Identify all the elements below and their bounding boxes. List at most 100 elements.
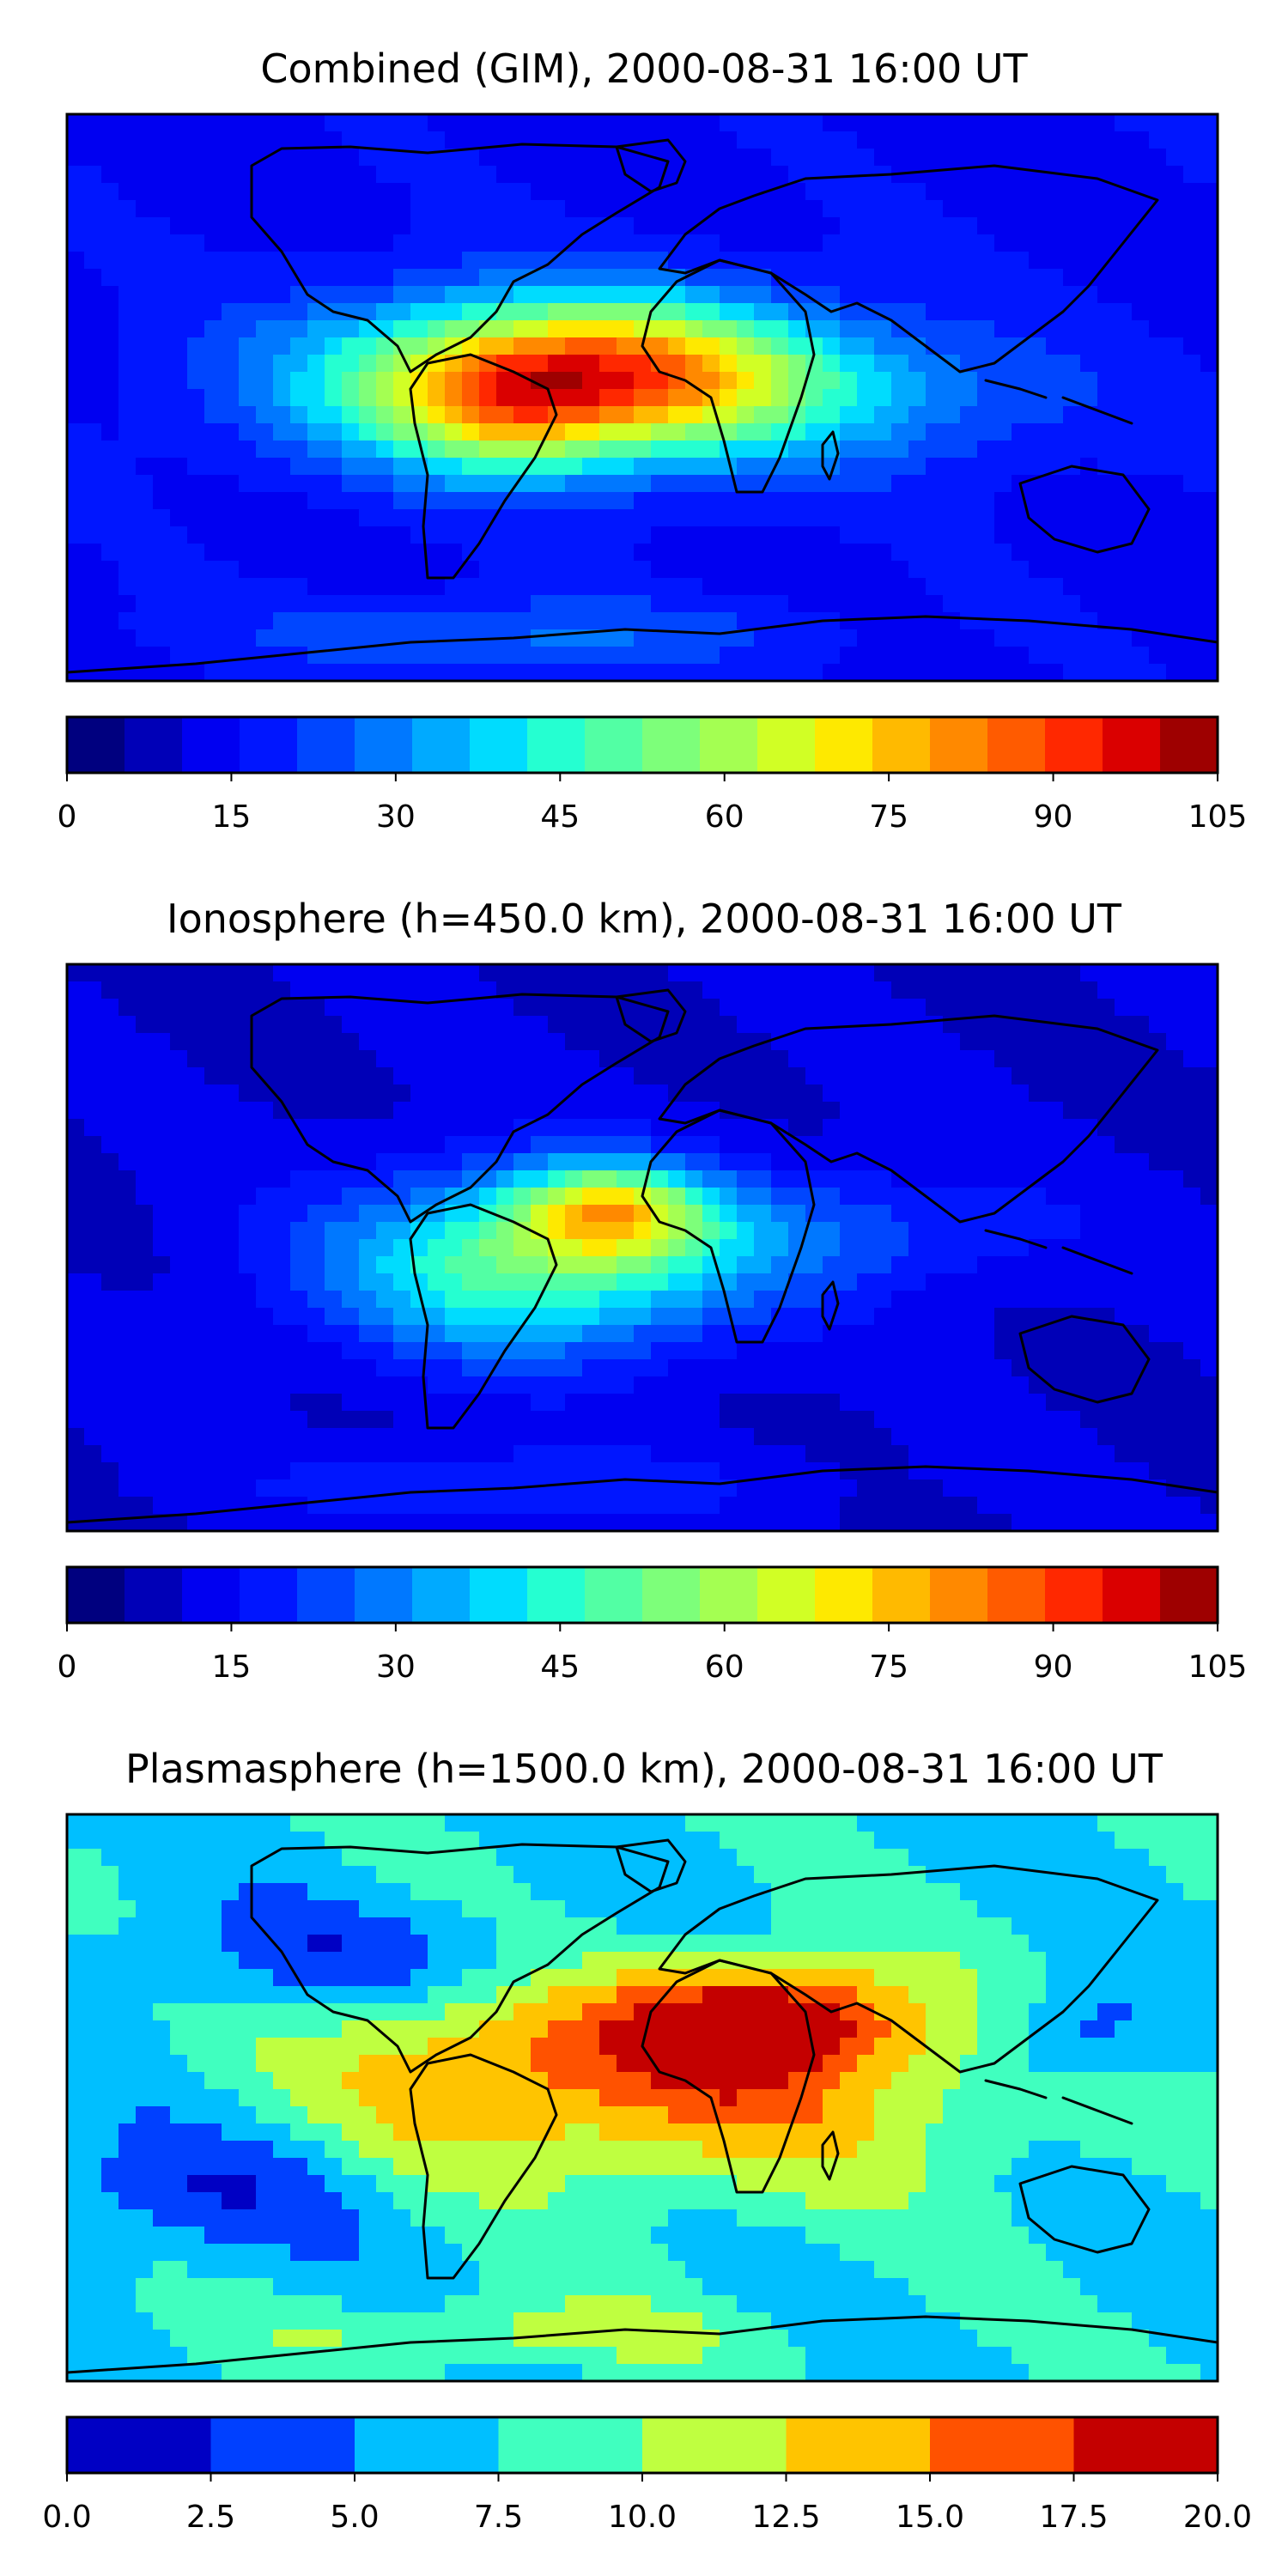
heat-cell — [393, 1291, 411, 1309]
heat-cell — [325, 286, 343, 304]
heat-cell — [307, 1849, 325, 1867]
heat-cell — [1012, 1814, 1030, 1832]
heat-cell — [513, 372, 532, 390]
heat-cell — [1183, 595, 1201, 613]
heat-cell — [84, 1814, 102, 1832]
heat-cell — [513, 406, 532, 424]
heat-cell — [531, 1016, 549, 1034]
heat-cell — [531, 252, 549, 270]
heat-cell — [943, 1814, 961, 1832]
heat-cell — [290, 578, 308, 596]
heat-cell — [136, 1917, 154, 1935]
heat-cell — [771, 1067, 789, 1085]
heat-cell — [840, 561, 858, 579]
heat-cell — [153, 423, 171, 441]
heat-cell — [1166, 1814, 1184, 1832]
heat-cell — [239, 1900, 257, 1918]
heat-cell — [857, 1273, 875, 1291]
heat-cell — [153, 217, 171, 235]
heat-cell — [617, 286, 635, 304]
heat-cell — [1166, 440, 1184, 459]
heat-cell — [428, 1342, 446, 1360]
heat-cell — [1183, 1497, 1201, 1515]
heat-cell — [290, 1084, 308, 1103]
heat-cell — [1046, 1342, 1064, 1360]
heat-cell — [325, 183, 343, 201]
heat-cell — [101, 1308, 119, 1326]
heat-cell — [187, 595, 205, 613]
heat-cell — [479, 964, 497, 982]
heat-cell — [136, 595, 154, 613]
heat-cell — [462, 234, 480, 252]
heat-cell — [479, 544, 497, 562]
heat-cell — [582, 1256, 600, 1274]
heat-cell — [136, 1119, 154, 1137]
heat-cell — [479, 1067, 497, 1085]
heat-cell — [874, 1411, 892, 1429]
heat-cell — [788, 612, 806, 630]
heat-cell — [1115, 1849, 1133, 1867]
heat-cell — [685, 1239, 703, 1257]
heat-cell — [805, 1917, 823, 1935]
heat-cell — [273, 999, 291, 1017]
heat-cell — [410, 234, 428, 252]
heat-cell — [977, 1170, 995, 1188]
heat-cell — [325, 1084, 343, 1103]
heat-cell — [1029, 217, 1047, 235]
heat-cell — [496, 578, 514, 596]
heat-cell — [754, 1222, 772, 1240]
heat-cell — [1046, 320, 1064, 338]
heat-cell — [926, 1866, 944, 1884]
heat-cell — [445, 1394, 463, 1412]
heat-cell — [754, 981, 772, 999]
heat-cell — [1080, 509, 1098, 527]
heat-cell — [960, 166, 978, 184]
heat-cell — [565, 183, 583, 201]
heat-cell — [582, 1462, 600, 1480]
heat-cell — [462, 612, 480, 630]
heat-cell — [273, 1325, 291, 1343]
heat-cell — [994, 1814, 1012, 1832]
heat-cell — [170, 1394, 188, 1412]
heat-cell — [754, 1849, 772, 1867]
heat-cell — [1063, 1067, 1081, 1085]
heat-cell — [805, 647, 823, 665]
heat-cell — [290, 1102, 308, 1120]
heat-cell — [754, 612, 772, 630]
colorbar-tick-label: 30 — [376, 799, 416, 835]
heat-cell — [943, 1273, 961, 1291]
heat-cell — [325, 1308, 343, 1326]
heat-cell — [256, 1394, 274, 1412]
heat-cell — [84, 1935, 102, 1953]
heat-cell — [617, 389, 635, 407]
heat-cell — [754, 629, 772, 647]
heat-cell — [84, 337, 102, 355]
heat-cell — [840, 1428, 858, 1446]
heat-cell — [513, 1394, 532, 1412]
heat-cell — [857, 578, 875, 596]
heat-cell — [1132, 561, 1150, 579]
heat-cell — [565, 1119, 583, 1137]
heat-cell — [118, 1119, 137, 1137]
heat-cell — [496, 509, 514, 527]
heat-cell — [479, 149, 497, 167]
heat-cell — [428, 595, 446, 613]
heat-cell — [290, 647, 308, 665]
heat-cell — [462, 1222, 480, 1240]
heat-cell — [582, 1050, 600, 1068]
heat-cell — [565, 269, 583, 287]
heat-cell — [565, 1170, 583, 1188]
heat-cell — [67, 1832, 85, 1850]
heat-cell — [84, 440, 102, 459]
heat-cell — [823, 1445, 841, 1463]
heat-cell — [685, 337, 703, 355]
heat-cell — [754, 526, 772, 544]
heat-cell — [187, 1900, 205, 1918]
heat-cell — [1183, 1917, 1201, 1935]
heat-cell — [531, 1067, 549, 1085]
heat-cell — [153, 303, 171, 321]
heat-cell — [874, 595, 892, 613]
heat-cell — [857, 1067, 875, 1085]
heat-cell — [634, 1273, 652, 1291]
heat-cell — [342, 1067, 360, 1085]
